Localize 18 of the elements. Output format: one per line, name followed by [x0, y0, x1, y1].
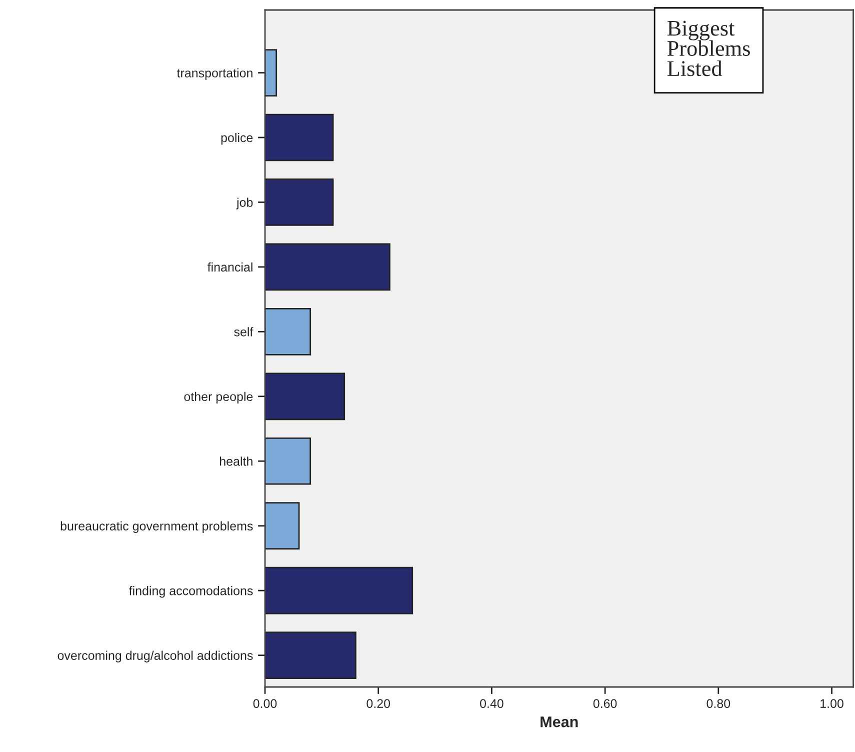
x-tick-label: 1.00	[820, 699, 844, 708]
y-tick-label: self	[234, 327, 254, 336]
x-tick-label: 0.60	[593, 699, 617, 708]
y-tick-label: transportation	[176, 68, 252, 80]
y-tick-label: financial	[208, 262, 252, 272]
x-tick-label: 0.20	[366, 699, 390, 708]
x-tick-label: 0.80	[706, 699, 730, 708]
text: Biggest Problems Listed	[667, 20, 750, 76]
y-tick-label: police	[221, 132, 253, 145]
x-tick-label: 0.40	[480, 699, 504, 708]
x-tick-label: 0.00	[253, 699, 277, 708]
y-tick-label: health	[220, 456, 252, 466]
y-tick-label: job	[236, 198, 253, 210]
x-axis-title: Mean	[540, 716, 578, 728]
y-tick-label: other people	[184, 392, 253, 404]
y-tick-label: overcoming drug/alcohol addictions	[58, 650, 253, 662]
y-tick-label: bureaucratic government problems	[60, 521, 253, 533]
y-tick-label: finding accomodations	[128, 586, 253, 598]
